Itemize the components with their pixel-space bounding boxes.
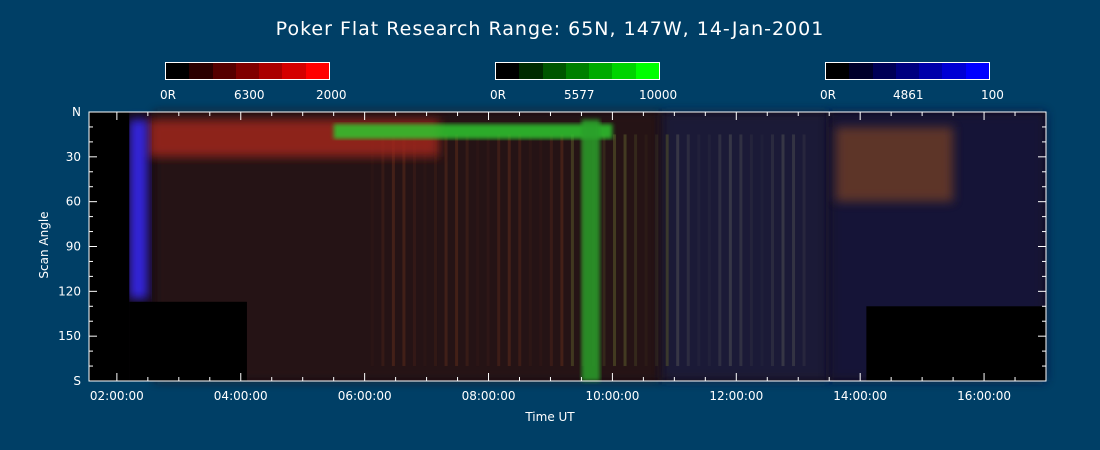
data-gap xyxy=(866,306,1046,381)
x-tick-label: 12:00:00 xyxy=(709,389,763,403)
aurora-streak xyxy=(486,134,490,367)
x-axis-label: Time UT xyxy=(525,410,575,424)
colorbar-6300-mid-label: 6300 xyxy=(234,88,265,102)
y-tick-label: 150 xyxy=(58,329,81,343)
y-tick-label: 90 xyxy=(66,240,81,254)
colorbar-segment xyxy=(965,63,989,79)
colorbar-segment xyxy=(849,63,873,79)
colorbar-6300-max-label: 2000 xyxy=(316,88,347,102)
aurora-streak xyxy=(423,134,427,367)
aurora-streak xyxy=(760,134,764,367)
aurora-streak xyxy=(539,134,543,367)
y-tick-label: 30 xyxy=(66,150,81,164)
late-red-patch xyxy=(835,126,954,202)
x-tick-label: 16:00:00 xyxy=(957,389,1011,403)
x-tick-label: 02:00:00 xyxy=(90,389,144,403)
aurora-streak xyxy=(676,134,680,367)
y-axis-label: Scan Angle xyxy=(37,211,51,279)
aurora-streak xyxy=(686,134,690,367)
aurora-streak xyxy=(792,134,796,367)
colorbar-segment xyxy=(542,63,566,79)
aurora-streak xyxy=(402,134,406,367)
colorbar-segment xyxy=(565,63,590,79)
aurora-streak xyxy=(623,134,627,367)
colorbar-segment xyxy=(166,63,190,79)
colorbar-segment xyxy=(872,63,896,79)
aurora-streak xyxy=(434,134,438,367)
colorbar-4861 xyxy=(825,62,990,80)
colorbar-5577-min-label: 0R xyxy=(490,88,506,102)
colorbar-segment xyxy=(589,63,613,79)
aurora-streak xyxy=(560,134,564,367)
colorbar-segment xyxy=(282,63,306,79)
blue-4861-patch xyxy=(129,119,148,299)
colorbar-segment xyxy=(826,63,850,79)
aurora-streak xyxy=(613,134,617,367)
aurora-streak xyxy=(770,134,774,367)
colorbar-5577 xyxy=(495,62,660,80)
colorbar-6300-min-label: 0R xyxy=(160,88,176,102)
colorbar-4861-min-label: 0R xyxy=(820,88,836,102)
aurora-streak xyxy=(697,134,701,367)
x-tick-label: 04:00:00 xyxy=(214,389,268,403)
colorbar-segment xyxy=(189,63,213,79)
aurora-streak xyxy=(370,134,374,367)
y-tick-label: 60 xyxy=(66,195,81,209)
x-tick-label: 06:00:00 xyxy=(338,389,392,403)
x-tick-label: 10:00:00 xyxy=(585,389,639,403)
colorbar-segment xyxy=(212,63,236,79)
colorbar-6300 xyxy=(165,62,330,80)
colorbar-4861-max-label: 100 xyxy=(981,88,1004,102)
colorbar-5577-mid-label: 5577 xyxy=(564,88,595,102)
aurora-streak xyxy=(644,134,648,367)
aurora-streak xyxy=(465,134,469,367)
colorbar-segment xyxy=(235,63,260,79)
x-tick-label: 08:00:00 xyxy=(462,389,516,403)
chart-title: Poker Flat Research Range: 65N, 147W, 14… xyxy=(275,18,825,40)
aurora-streak xyxy=(802,134,806,367)
aurora-streak xyxy=(476,134,480,367)
aurora-streak xyxy=(781,134,785,367)
aurora-streak xyxy=(718,134,722,367)
aurora-streak xyxy=(497,134,501,367)
aurora-streak xyxy=(528,134,532,367)
x-tick-label: 14:00:00 xyxy=(833,389,887,403)
aurora-streak xyxy=(518,134,522,367)
aurora-streak xyxy=(391,134,395,367)
y-tick-label: N xyxy=(72,105,81,119)
aurora-streak xyxy=(549,134,553,367)
aurora-streak xyxy=(634,134,638,367)
colorbar-segment xyxy=(635,63,659,79)
aurora-streak xyxy=(412,134,416,367)
aurora-streak xyxy=(707,134,711,367)
data-gap xyxy=(129,301,247,381)
aurora-streak xyxy=(739,134,743,367)
colorbar-segment xyxy=(259,63,283,79)
y-tick-label: 120 xyxy=(58,284,81,298)
colorbar-segment xyxy=(519,63,543,79)
colorbar-segment xyxy=(496,63,520,79)
colorbar-segment xyxy=(612,63,636,79)
colorbar-segment xyxy=(305,63,329,79)
ambient-glow xyxy=(661,112,830,381)
aurora-streak xyxy=(665,134,669,367)
aurora-streak xyxy=(455,134,459,367)
colorbar-segment xyxy=(895,63,920,79)
aurora-streak xyxy=(507,134,511,367)
colorbar-segment xyxy=(942,63,966,79)
green-vertical-streak xyxy=(581,119,601,381)
aurora-streak xyxy=(444,134,448,367)
aurora-streak xyxy=(728,134,732,367)
colorbar-4861-mid-label: 4861 xyxy=(893,88,924,102)
aurora-streak xyxy=(602,134,606,367)
colorbar-segment xyxy=(919,63,943,79)
green-5577-arc xyxy=(333,123,613,139)
aurora-streak xyxy=(655,134,659,367)
aurora-streak xyxy=(381,134,385,367)
aurora-streak xyxy=(749,134,753,367)
aurora-streak xyxy=(570,134,574,367)
colorbar-5577-max-label: 10000 xyxy=(639,88,678,102)
y-tick-label: S xyxy=(73,374,81,388)
